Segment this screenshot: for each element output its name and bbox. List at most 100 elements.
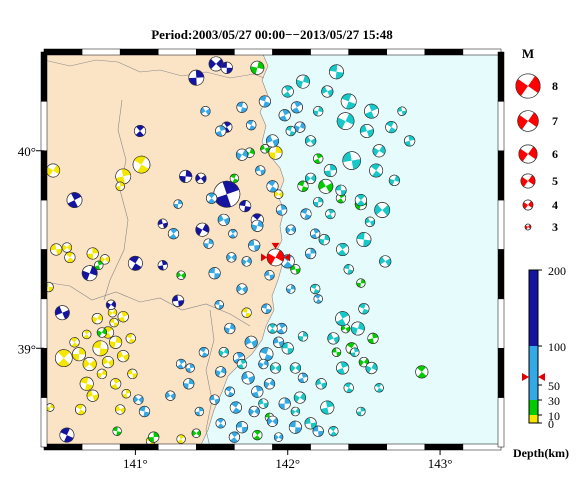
focal-mechanism-marker[interactable] xyxy=(116,310,130,324)
focal-mechanism-marker[interactable] xyxy=(331,347,342,357)
focal-mechanism-marker[interactable] xyxy=(356,278,366,288)
focal-mechanism-marker[interactable] xyxy=(257,398,269,410)
focal-mechanism-marker[interactable] xyxy=(280,83,296,99)
focal-mechanism-marker[interactable] xyxy=(305,247,317,260)
focal-mechanism-marker[interactable] xyxy=(342,381,355,394)
focal-mechanism-marker[interactable] xyxy=(259,143,270,154)
magnitude-legend-ball[interactable] xyxy=(514,107,543,136)
focal-mechanism-marker[interactable] xyxy=(341,150,362,171)
focal-mechanism-marker[interactable] xyxy=(106,307,118,319)
focal-mechanism-marker[interactable] xyxy=(245,119,258,132)
focal-mechanism-marker[interactable] xyxy=(292,390,308,406)
magnitude-legend-ball[interactable] xyxy=(518,171,538,191)
focal-mechanism-marker[interactable] xyxy=(164,389,177,402)
focal-mechanism-marker[interactable] xyxy=(53,303,72,322)
focal-mechanism-marker[interactable] xyxy=(157,260,168,271)
focal-mechanism-marker[interactable] xyxy=(223,385,236,398)
focal-mechanism-marker[interactable] xyxy=(266,322,280,336)
focal-mechanism-marker[interactable] xyxy=(315,377,328,390)
focal-mechanism-marker[interactable] xyxy=(340,323,352,335)
focal-mechanism-marker[interactable] xyxy=(214,365,228,379)
focal-mechanism-marker[interactable] xyxy=(68,335,82,349)
focal-mechanism-marker[interactable] xyxy=(197,346,210,359)
focal-mechanism-marker[interactable] xyxy=(243,334,260,351)
focal-mechanism-marker[interactable] xyxy=(227,430,242,445)
focal-mechanism-marker[interactable] xyxy=(121,389,131,399)
magnitude-legend-ball[interactable] xyxy=(515,141,541,167)
focal-mechanism-marker[interactable] xyxy=(320,84,335,99)
focal-mechanism-marker[interactable] xyxy=(216,212,231,227)
focal-mechanism-marker[interactable] xyxy=(296,180,309,193)
focal-mechanism-marker[interactable] xyxy=(350,347,360,357)
focal-mechanism-marker[interactable] xyxy=(323,163,338,178)
focal-mechanism-marker[interactable] xyxy=(364,360,379,375)
focal-mechanism-marker[interactable] xyxy=(199,104,212,117)
focal-mechanism-marker[interactable] xyxy=(86,247,99,260)
focal-mechanism-marker[interactable] xyxy=(272,431,284,443)
focal-mechanism-marker[interactable] xyxy=(303,134,318,149)
focal-mechanism-marker[interactable] xyxy=(358,123,375,140)
focal-mechanism-marker[interactable] xyxy=(318,233,330,246)
focal-mechanism-marker[interactable] xyxy=(312,152,325,165)
map-area[interactable] xyxy=(40,48,505,451)
focal-mechanism-marker[interactable] xyxy=(92,340,109,357)
focal-mechanism-marker[interactable] xyxy=(284,223,298,237)
focal-mechanism-marker[interactable] xyxy=(183,378,195,390)
focal-mechanism-marker[interactable] xyxy=(60,241,74,255)
focal-mechanism-marker[interactable] xyxy=(114,167,132,185)
focal-mechanism-marker[interactable] xyxy=(343,263,355,275)
focal-mechanism-marker[interactable] xyxy=(289,405,301,417)
focal-mechanism-marker[interactable] xyxy=(312,425,324,437)
focal-mechanism-marker[interactable] xyxy=(132,393,146,407)
focal-mechanism-marker[interactable] xyxy=(72,347,86,362)
focal-mechanism-marker[interactable] xyxy=(214,124,227,137)
focal-mechanism-marker[interactable] xyxy=(104,298,118,312)
focal-mechanism-marker[interactable] xyxy=(250,428,264,442)
focal-mechanism-marker[interactable] xyxy=(383,119,399,135)
focal-mechanism-marker[interactable] xyxy=(272,188,284,200)
focal-mechanism-marker[interactable] xyxy=(80,263,99,282)
focal-mechanism-marker[interactable] xyxy=(289,99,305,115)
focal-mechanism-marker[interactable] xyxy=(229,173,241,185)
magnitude-legend-ball[interactable] xyxy=(511,69,545,103)
focal-mechanism-marker[interactable] xyxy=(257,358,270,371)
focal-mechanism-marker[interactable] xyxy=(276,204,288,216)
focal-mechanism-marker[interactable] xyxy=(179,169,193,183)
focal-mechanism-marker[interactable] xyxy=(403,134,416,147)
focal-mechanism-marker[interactable] xyxy=(254,165,266,177)
focal-mechanism-marker[interactable] xyxy=(413,363,431,381)
focal-mechanism-marker[interactable] xyxy=(208,267,221,280)
focal-mechanism-marker[interactable] xyxy=(240,370,256,386)
focal-mechanism-marker[interactable] xyxy=(356,232,372,248)
focal-mechanism-marker[interactable] xyxy=(86,389,100,403)
focal-mechanism-marker[interactable] xyxy=(190,427,202,439)
focal-mechanism-marker[interactable] xyxy=(130,153,153,176)
focal-mechanism-marker[interactable] xyxy=(248,239,261,252)
focal-mechanism-marker[interactable] xyxy=(240,255,253,268)
focal-mechanism-marker[interactable] xyxy=(175,433,187,445)
focal-mechanism-marker[interactable] xyxy=(220,61,233,74)
focal-mechanism-marker[interactable] xyxy=(64,190,84,210)
focal-mechanism-marker[interactable] xyxy=(81,328,93,340)
focal-mechanism-marker[interactable] xyxy=(98,253,112,267)
focal-mechanism-marker[interactable] xyxy=(214,416,228,430)
focal-mechanism-marker[interactable] xyxy=(228,399,244,415)
focal-mechanism-marker[interactable] xyxy=(335,360,351,376)
focal-mechanism-marker[interactable] xyxy=(313,106,324,117)
focal-mechanism-marker[interactable] xyxy=(277,108,292,123)
focal-mechanism-marker[interactable] xyxy=(356,406,366,417)
focal-mechanism-marker[interactable] xyxy=(258,94,273,109)
focal-mechanism-marker[interactable] xyxy=(313,196,324,208)
focal-mechanism-marker[interactable] xyxy=(309,283,322,296)
focal-mechanism-marker[interactable] xyxy=(288,361,303,376)
focal-mechanism-marker[interactable] xyxy=(309,227,322,240)
focal-mechanism-marker[interactable] xyxy=(239,200,252,213)
focal-mechanism-marker[interactable] xyxy=(274,321,289,336)
focal-mechanism-marker[interactable] xyxy=(334,110,357,133)
focal-mechanism-marker[interactable] xyxy=(214,300,224,310)
focal-mechanism-marker[interactable] xyxy=(262,377,277,392)
focal-mechanism-marker[interactable] xyxy=(235,421,249,434)
focal-mechanism-marker[interactable] xyxy=(293,120,307,134)
focal-mechanism-marker[interactable] xyxy=(148,431,160,443)
focal-mechanism-marker[interactable] xyxy=(108,335,123,350)
